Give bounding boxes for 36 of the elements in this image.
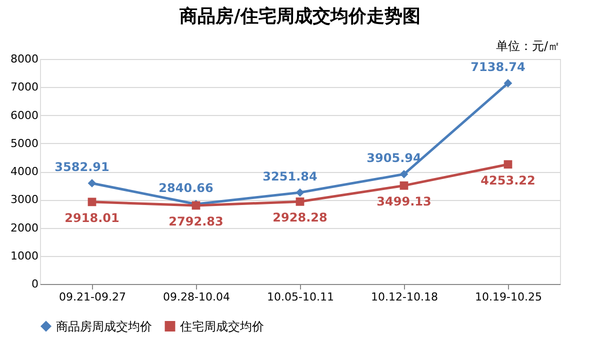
x-tick-label: 09.21-09.27 [59,290,126,304]
y-tick-label: 8000 [10,52,38,66]
y-tick-label: 7000 [10,80,38,94]
point [400,170,408,178]
y-tick-label: 0 [32,278,38,290]
legend-label: 商品房周成交均价 [56,319,152,334]
y-tick-label: 4000 [10,165,38,178]
data-label: 7138.74 [470,60,526,74]
data-label: 2928.28 [272,210,328,225]
data-label: 3251.84 [262,170,318,184]
legend-label: 住宅周成交均价 [179,319,264,334]
y-tick-label: 1000 [10,249,38,262]
point [504,160,512,169]
x-tick-label: 10.19-10.25 [475,290,542,304]
y-tick-label: 6000 [10,108,38,122]
data-label: 2840.66 [158,181,214,196]
y-tick-label: 2000 [10,221,38,234]
point [88,179,96,188]
x-tick-label: 10.12-10.18 [371,290,438,304]
point [88,198,96,206]
y-tick-label: 5000 [10,136,38,150]
x-tick-label: 09.28-10.04 [163,290,230,304]
data-label: 2792.83 [168,214,224,228]
y-tick-label: 3000 [10,193,38,206]
point [296,188,304,197]
point [504,79,512,88]
data-label: 3905.94 [366,151,422,166]
data-label: 2918.01 [64,210,120,225]
data-label: 4253.22 [480,173,536,188]
point [400,181,408,190]
data-label: 3582.91 [54,160,110,174]
x-tick-label: 10.05-10.11 [267,290,334,304]
data-label: 3499.13 [376,194,432,209]
text: 单位：元/㎡ [496,39,560,53]
point [296,197,304,206]
chart-title: 商品房/住宅周成交均价走势图 [178,6,420,27]
